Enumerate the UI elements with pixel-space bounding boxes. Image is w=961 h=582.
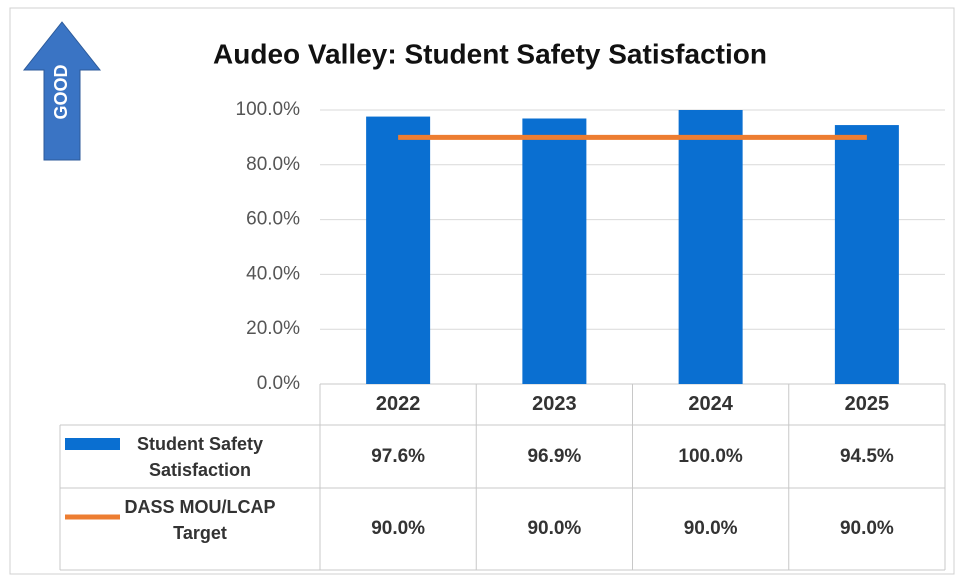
x-tick-label: 2023 (532, 393, 577, 415)
legend-key (65, 438, 120, 450)
legend-label: DASS MOU/LCAP Target (124, 497, 276, 543)
table-value: 94.5% (839, 445, 894, 467)
good-arrow (22, 21, 102, 161)
y-tick-label: 20.0% (246, 318, 300, 339)
table-value: 90.0% (371, 518, 426, 539)
table-value: 90.0% (527, 518, 582, 539)
y-tick-label: 60.0% (246, 209, 300, 230)
arrow-label: GOOD (51, 64, 71, 119)
chart-title: Audeo Valley: Student Safety Satisfactio… (213, 38, 767, 69)
y-tick-label: 80.0% (246, 154, 300, 175)
x-tick-label: 2022 (375, 393, 421, 415)
table-value: 100.0% (678, 445, 743, 467)
chart-frame (9, 7, 955, 575)
table-value: 96.9% (527, 445, 582, 467)
y-tick-label: 100.0% (236, 99, 301, 120)
bar (366, 116, 431, 385)
legend-label: Student Safety Satisfaction (136, 434, 264, 480)
bar (678, 110, 743, 384)
x-tick-label: 2024 (688, 393, 733, 415)
y-tick-label: 0.0% (257, 373, 300, 394)
table-value: 90.0% (839, 518, 894, 539)
bar (522, 118, 587, 384)
x-tick-label: 2025 (844, 393, 890, 415)
y-tick-label: 40.0% (246, 263, 300, 284)
table-value: 97.6% (371, 445, 426, 467)
table-value: 90.0% (683, 518, 738, 539)
bar (834, 125, 899, 384)
